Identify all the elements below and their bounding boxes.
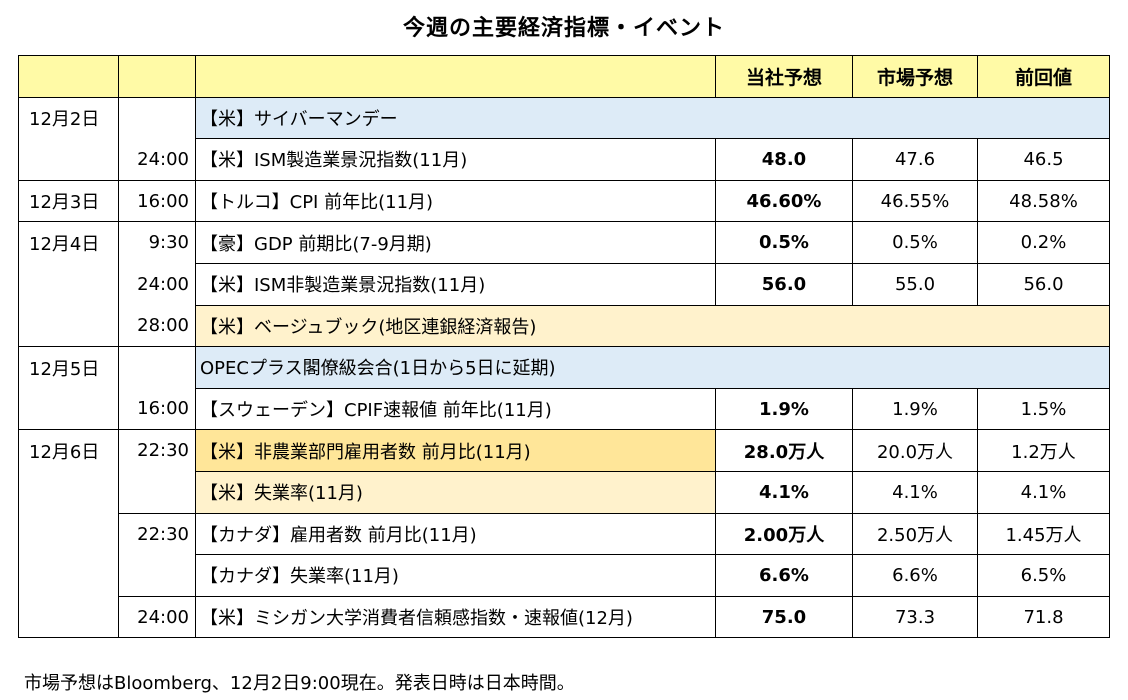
table-row: 12月6日 22:30 【米】非農業部門雇用者数 前月比(11月) 28.0万人… <box>18 429 1110 472</box>
header-time-cell <box>118 55 196 98</box>
forecast-market-cell: 0.5% <box>852 221 978 264</box>
date-cell <box>18 513 119 555</box>
event-cell: 【カナダ】雇用者数 前月比(11月) <box>195 512 716 555</box>
date-cell: 12月6日 <box>18 429 119 472</box>
time-cell: 28:00 <box>118 305 196 347</box>
time-cell <box>118 96 196 139</box>
time-cell: 22:30 <box>118 429 196 472</box>
forecast-market-cell: 73.3 <box>852 595 978 639</box>
event-cell: 【米】ベージュブック(地区連銀経済報告) <box>195 304 1110 347</box>
header-forecast-market: 市場予想 <box>852 55 978 98</box>
forecast-market-cell: 55.0 <box>852 262 978 306</box>
time-cell <box>118 554 196 597</box>
event-cell: 【米】ミシガン大学消費者信頼感指数・速報値(12月) <box>195 595 716 639</box>
time-cell: 9:30 <box>118 221 196 264</box>
date-cell: 12月3日 <box>18 179 119 222</box>
time-cell: 16:00 <box>118 179 196 222</box>
previous-cell: 4.1% <box>977 470 1110 514</box>
date-cell: 12月5日 <box>18 346 119 389</box>
forecast-market-cell: 6.6% <box>852 554 978 597</box>
event-cell: 【米】サイバーマンデー <box>195 96 1110 139</box>
forecast-market-cell: 46.55% <box>852 179 978 222</box>
forecast-company-cell: 56.0 <box>715 262 853 306</box>
event-cell: 【米】ISM非製造業景況指数(11月) <box>195 262 716 306</box>
table-row: 12月4日 9:30 【豪】GDP 前期比(7-9月期) 0.5% 0.5% 0… <box>18 221 1110 264</box>
event-cell: 【カナダ】失業率(11月) <box>195 554 716 597</box>
forecast-company-cell: 6.6% <box>715 554 853 597</box>
table-row: 12月3日 16:00 【トルコ】CPI 前年比(11月) 46.60% 46.… <box>18 179 1110 222</box>
header-previous: 前回値 <box>977 55 1110 98</box>
forecast-market-cell: 1.9% <box>852 387 978 430</box>
time-cell: 22:30 <box>118 512 196 555</box>
footnote: 市場予想はBloomberg、12月2日9:00現在。発表日時は日本時間。 <box>24 673 575 694</box>
header-row: 当社予想 市場予想 前回値 <box>18 55 1110 98</box>
header-forecast-company: 当社予想 <box>715 55 853 98</box>
date-cell <box>18 263 119 306</box>
forecast-company-cell: 4.1% <box>715 470 853 514</box>
event-cell: 【トルコ】CPI 前年比(11月) <box>195 179 716 222</box>
event-cell: 【米】失業率(11月) <box>195 470 716 514</box>
forecast-company-cell: 1.9% <box>715 387 853 430</box>
previous-cell: 1.5% <box>977 387 1110 430</box>
time-cell: 16:00 <box>118 388 196 430</box>
forecast-market-cell: 2.50万人 <box>852 512 978 555</box>
date-cell: 12月4日 <box>18 221 119 264</box>
time-cell <box>118 471 196 514</box>
forecast-company-cell: 75.0 <box>715 595 853 639</box>
date-cell <box>18 596 119 639</box>
table-row: 12月5日 OPECプラス閣僚級会合(1日から5日に延期) <box>18 346 1110 389</box>
header-event-cell <box>195 55 716 98</box>
forecast-market-cell: 4.1% <box>852 470 978 514</box>
table-row: 22:30 【カナダ】雇用者数 前月比(11月) 2.00万人 2.50万人 1… <box>18 512 1110 555</box>
table-row: 24:00 【米】ミシガン大学消費者信頼感指数・速報値(12月) 75.0 73… <box>18 595 1110 639</box>
table-row: 12月2日 【米】サイバーマンデー <box>18 96 1110 139</box>
event-cell: 【スウェーデン】CPIF速報値 前年比(11月) <box>195 387 716 430</box>
time-cell: 24:00 <box>118 595 196 639</box>
time-cell: 24:00 <box>118 138 196 181</box>
previous-cell: 71.8 <box>977 595 1110 639</box>
time-cell: 24:00 <box>118 263 196 306</box>
date-cell <box>18 554 119 597</box>
table-row: 28:00 【米】ベージュブック(地区連銀経済報告) <box>18 304 1110 347</box>
event-cell: 【豪】GDP 前期比(7-9月期) <box>195 221 716 264</box>
indicators-table: 当社予想 市場予想 前回値 12月2日 【米】サイバーマンデー 24:00 【米… <box>18 55 1110 639</box>
previous-cell: 1.2万人 <box>977 429 1110 472</box>
event-cell: 【米】ISM製造業景況指数(11月) <box>195 138 716 181</box>
forecast-company-cell: 48.0 <box>715 138 853 181</box>
table-row: 24:00 【米】ISM製造業景況指数(11月) 48.0 47.6 46.5 <box>18 138 1110 181</box>
date-cell <box>18 388 119 430</box>
header-date-cell <box>18 55 119 98</box>
previous-cell: 6.5% <box>977 554 1110 597</box>
table-row: 【米】失業率(11月) 4.1% 4.1% 4.1% <box>18 470 1110 514</box>
event-cell: OPECプラス閣僚級会合(1日から5日に延期) <box>195 346 1110 389</box>
table-row: 16:00 【スウェーデン】CPIF速報値 前年比(11月) 1.9% 1.9%… <box>18 387 1110 430</box>
previous-cell: 48.58% <box>977 179 1110 222</box>
time-cell <box>118 346 196 389</box>
previous-cell: 46.5 <box>977 138 1110 181</box>
date-cell <box>18 138 119 181</box>
previous-cell: 56.0 <box>977 262 1110 306</box>
date-cell: 12月2日 <box>18 96 119 139</box>
table-row: 【カナダ】失業率(11月) 6.6% 6.6% 6.5% <box>18 554 1110 597</box>
table-row: 24:00 【米】ISM非製造業景況指数(11月) 56.0 55.0 56.0 <box>18 262 1110 306</box>
forecast-company-cell: 46.60% <box>715 179 853 222</box>
event-cell: 【米】非農業部門雇用者数 前月比(11月) <box>195 429 716 472</box>
date-cell <box>18 305 119 347</box>
previous-cell: 0.2% <box>977 221 1110 264</box>
date-cell <box>18 471 119 514</box>
forecast-market-cell: 47.6 <box>852 138 978 181</box>
forecast-company-cell: 28.0万人 <box>715 429 853 472</box>
forecast-company-cell: 2.00万人 <box>715 512 853 555</box>
forecast-company-cell: 0.5% <box>715 221 853 264</box>
page-title: 今週の主要経済指標・イベント <box>402 16 725 41</box>
previous-cell: 1.45万人 <box>977 512 1110 555</box>
forecast-market-cell: 20.0万人 <box>852 429 978 472</box>
